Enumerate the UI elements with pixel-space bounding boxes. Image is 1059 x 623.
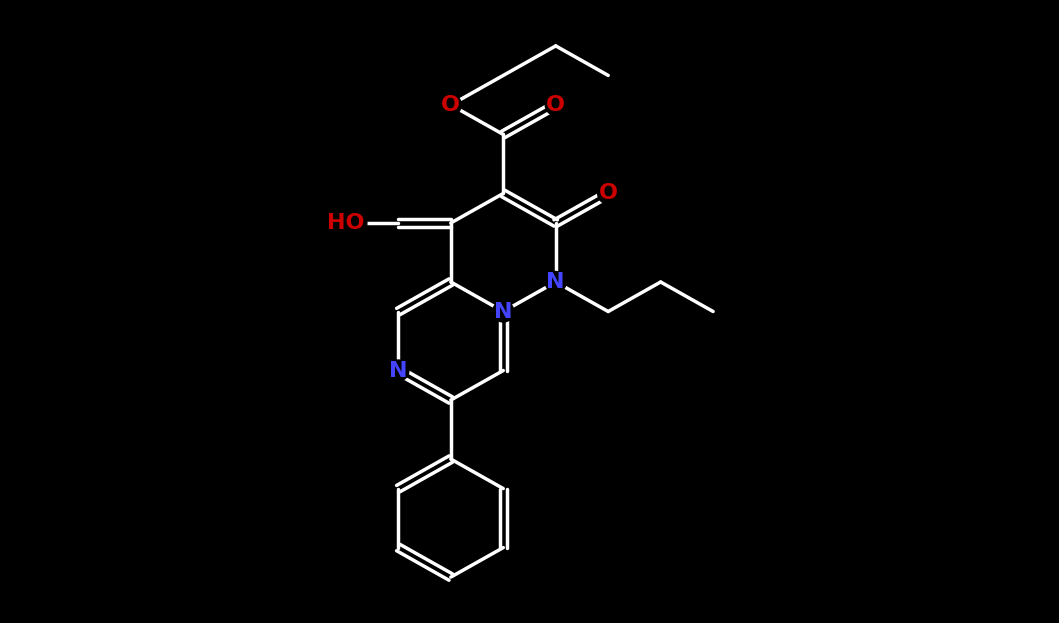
Text: O: O: [442, 95, 461, 115]
Circle shape: [545, 272, 567, 292]
Text: O: O: [546, 95, 566, 115]
Circle shape: [545, 95, 567, 115]
Text: O: O: [598, 183, 617, 204]
Circle shape: [441, 95, 462, 115]
Circle shape: [325, 202, 366, 244]
Text: N: N: [389, 361, 408, 381]
Text: N: N: [546, 272, 566, 292]
Circle shape: [388, 360, 409, 381]
Text: N: N: [493, 302, 513, 321]
Circle shape: [597, 183, 618, 204]
Circle shape: [492, 301, 514, 322]
Text: HO: HO: [327, 213, 364, 233]
